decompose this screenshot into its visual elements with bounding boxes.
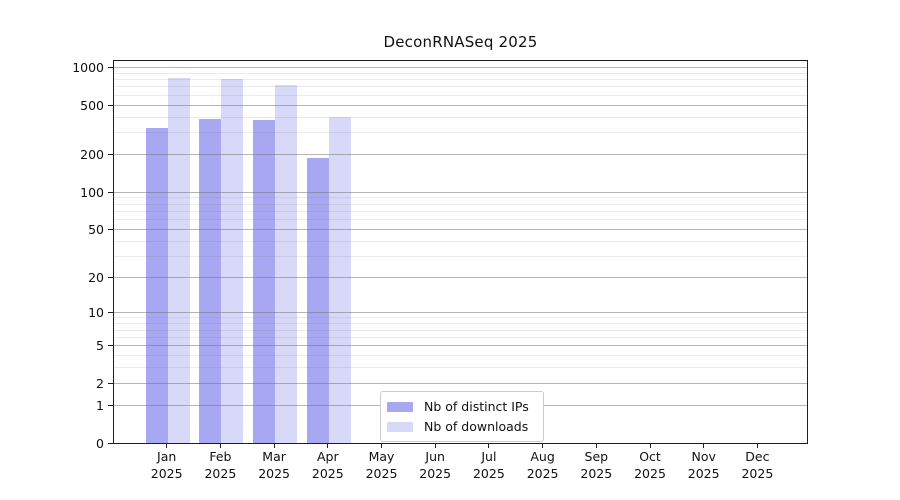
minor-gridline	[114, 219, 807, 221]
bar-ips-jan	[145, 127, 168, 443]
legend-swatch-icon	[387, 401, 413, 412]
y-tick-mark	[108, 154, 113, 156]
y-tick-label: 10	[88, 305, 104, 321]
y-tick-mark	[108, 382, 113, 384]
y-tick-mark	[108, 277, 113, 278]
x-tick-mark	[488, 444, 490, 448]
x-tick-mark	[219, 444, 221, 448]
major-gridline	[114, 382, 807, 384]
legend-item: Nb of downloads	[387, 418, 529, 435]
x-tick-mark	[327, 444, 329, 448]
x-tick-label-jun: Jun 2025	[419, 449, 452, 481]
minor-gridline	[114, 323, 807, 325]
minor-gridline	[114, 336, 807, 338]
minor-gridline	[114, 94, 807, 96]
minor-gridline	[114, 317, 807, 319]
minor-gridline	[114, 132, 807, 134]
x-tick-label-aug: Aug 2025	[526, 449, 559, 481]
minor-gridline	[114, 116, 807, 118]
legend-item: Nb of distinct IPs	[387, 398, 529, 415]
minor-gridline	[114, 203, 807, 205]
minor-gridline	[114, 72, 807, 74]
legend-label: Nb of distinct IPs	[424, 399, 529, 414]
x-tick-label-apr: Apr 2025	[311, 449, 344, 481]
x-tick-mark	[649, 444, 651, 448]
bar-downloads-apr	[328, 117, 351, 443]
x-tick-mark	[703, 444, 705, 448]
x-tick-mark	[381, 444, 382, 448]
major-gridline	[114, 154, 807, 156]
x-tick-label-mar: Mar 2025	[258, 449, 290, 481]
x-tick-label-jan: Jan 2025	[150, 449, 183, 481]
x-tick-label-nov: Nov 2025	[687, 449, 720, 481]
major-gridline	[114, 191, 807, 193]
y-tick-label: 2	[96, 375, 104, 391]
y-tick-mark	[108, 442, 113, 444]
y-tick-label: 100	[80, 184, 104, 200]
y-tick-mark	[108, 191, 113, 193]
y-tick-mark	[108, 312, 113, 314]
x-tick-label-may: May 2025	[365, 449, 398, 481]
minor-gridline	[114, 210, 807, 212]
major-gridline	[114, 67, 807, 68]
y-tick-label: 20	[88, 270, 104, 285]
legend: Nb of distinct IPs Nb of downloads	[380, 391, 544, 442]
plot-area	[113, 59, 808, 444]
x-tick-label-dec: Dec 2025	[741, 449, 774, 481]
x-tick-label-feb: Feb 2025	[204, 449, 237, 481]
y-tick-label: 200	[80, 147, 104, 163]
x-tick-mark	[166, 444, 168, 448]
bar-downloads-feb	[221, 78, 244, 443]
y-tick-mark	[108, 104, 113, 106]
bar-ips-feb	[199, 119, 222, 443]
major-gridline	[114, 345, 807, 347]
x-tick-mark	[273, 444, 275, 448]
legend-swatch-icon	[387, 421, 413, 432]
major-gridline	[114, 312, 807, 314]
minor-gridline	[114, 79, 807, 81]
legend-label: Nb of downloads	[424, 419, 529, 434]
y-tick-mark	[108, 345, 113, 347]
y-tick-label: 5	[96, 338, 104, 354]
y-tick-label: 500	[80, 97, 104, 113]
x-tick-mark	[434, 444, 436, 448]
x-tick-label-jul: Jul 2025	[472, 449, 505, 481]
y-tick-mark	[108, 67, 113, 68]
minor-gridline	[114, 367, 807, 369]
y-tick-mark	[108, 404, 113, 406]
minor-gridline	[114, 329, 807, 331]
y-tick-label: 50	[88, 221, 104, 237]
major-gridline	[114, 228, 807, 230]
minor-gridline	[114, 86, 807, 88]
minor-gridline	[114, 255, 807, 257]
x-tick-mark	[756, 444, 758, 448]
y-tick-mark	[108, 228, 113, 230]
x-tick-mark	[542, 444, 544, 448]
chart-title: DeconRNASeq 2025	[383, 33, 538, 51]
bar-ips-mar	[253, 120, 276, 443]
x-tick-mark	[595, 444, 597, 448]
bar-ips-apr	[306, 157, 329, 443]
y-tick-label: 0	[96, 435, 104, 451]
bar-downloads-mar	[275, 85, 298, 443]
y-tick-label: 1000	[72, 60, 104, 75]
bar-downloads-jan	[167, 78, 190, 443]
major-gridline	[114, 277, 807, 278]
x-tick-label-oct: Oct 2025	[634, 449, 666, 481]
y-tick-label: 1	[96, 397, 104, 413]
major-gridline	[114, 104, 807, 106]
minor-gridline	[114, 197, 807, 199]
x-tick-label-sep: Sep 2025	[580, 449, 613, 481]
minor-gridline	[114, 240, 807, 242]
minor-gridline	[114, 355, 807, 356]
